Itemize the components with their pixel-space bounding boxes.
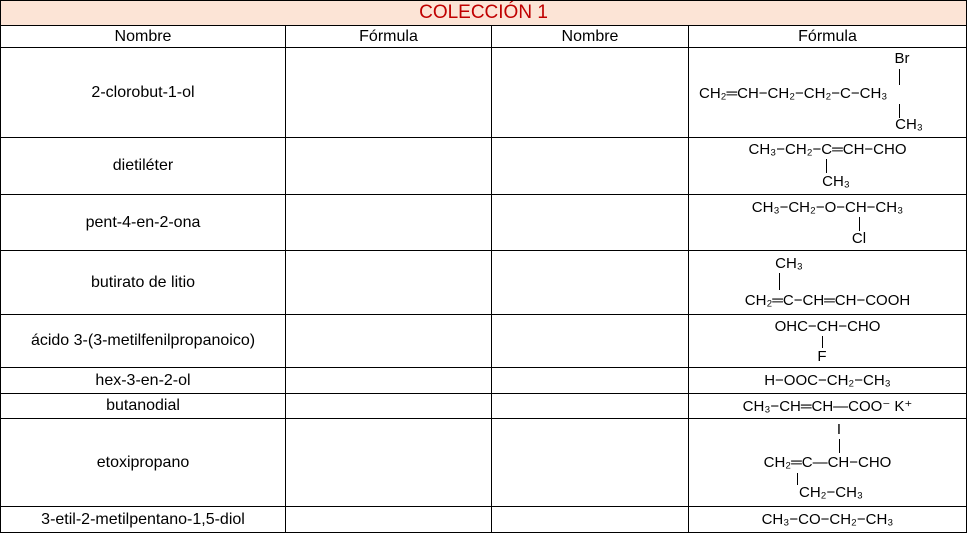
formula-main: CH₃−CH₂−O−CH−CH₃ xyxy=(751,199,904,216)
name-answer-cell[interactable] xyxy=(491,506,689,533)
formula-answer-cell[interactable] xyxy=(285,137,492,195)
header-nombre-2: Nombre xyxy=(491,25,689,48)
formula-cell: OHC−CH−CHO F xyxy=(688,314,967,368)
table-row: butirato de litio CH₃ CH₂═C−CH═CH−COOH xyxy=(0,250,967,315)
header-nombre-1: Nombre xyxy=(0,25,286,48)
formula-cell: CH₃−CO−CH₂−CH₃ xyxy=(688,506,967,533)
formula-main: CH₂═C−CH═CH−COOH xyxy=(744,292,911,309)
header-formula-2: Fórmula xyxy=(688,25,967,48)
bond-line xyxy=(779,273,780,290)
table-row: butanodial CH₃−CH═CH—COO⁻ K⁺ xyxy=(0,393,967,419)
bond-line xyxy=(797,473,798,485)
table-row: ácido 3-(3-metilfenilpropanoico) OHC−CH−… xyxy=(0,314,967,368)
compound-name: hex-3-en-2-ol xyxy=(0,367,286,394)
formula-cell: I CH₂═C—CH−CHO CH₂−CH₃ xyxy=(688,418,967,507)
bond-line xyxy=(822,336,823,348)
bond-line xyxy=(859,217,860,231)
compound-name: butirato de litio xyxy=(0,250,286,315)
formula-cell: CH₃−CH═CH—COO⁻ K⁺ xyxy=(688,393,967,419)
name-answer-cell[interactable] xyxy=(491,393,689,419)
name-answer-cell[interactable] xyxy=(491,47,689,138)
bond-line xyxy=(839,439,840,453)
substituent-bottom: CH₃ xyxy=(895,116,923,133)
compound-name: dietiléter xyxy=(0,137,286,195)
substituent-bottom: CH₃ xyxy=(822,173,850,190)
table-row: pent-4-en-2-ona CH₃−CH₂−O−CH−CH₃ Cl xyxy=(0,194,967,251)
substituent-top: I xyxy=(836,421,842,438)
bond-line xyxy=(899,104,900,118)
compound-name: 3-etil-2-metilpentano-1,5-diol xyxy=(0,506,286,533)
formula-main: CH₃−CH₂−C═CH−CHO xyxy=(748,141,907,158)
table-row: hex-3-en-2-ol H−OOC−CH₂−CH₃ xyxy=(0,367,967,394)
formula-answer-cell[interactable] xyxy=(285,418,492,507)
formula-main: OHC−CH−CHO xyxy=(774,318,881,335)
formula-main: CH₂═CH−CH₂−CH₂−C−CH₃ xyxy=(699,85,888,102)
bond-line xyxy=(899,69,900,85)
formula-answer-cell[interactable] xyxy=(285,367,492,394)
name-answer-cell[interactable] xyxy=(491,418,689,507)
formula-answer-cell[interactable] xyxy=(285,314,492,368)
substituent-bottom: CH₂−CH₃ xyxy=(798,484,864,501)
formula-answer-cell[interactable] xyxy=(285,393,492,419)
formula-answer-cell[interactable] xyxy=(285,47,492,138)
header-formula-1: Fórmula xyxy=(285,25,492,48)
formula-cell: H−OOC−CH₂−CH₃ xyxy=(688,367,967,394)
formula-cell: CH₃−CH₂−C═CH−CHO CH₃ xyxy=(688,137,967,195)
formula-cell: CH₃ CH₂═C−CH═CH−COOH xyxy=(688,250,967,315)
name-answer-cell[interactable] xyxy=(491,250,689,315)
formula-cell: CH₃−CH₂−O−CH−CH₃ Cl xyxy=(688,194,967,251)
bond-line xyxy=(826,159,827,173)
table-row: dietiléter CH₃−CH₂−C═CH−CHO CH₃ xyxy=(0,137,967,195)
table-title: COLECCIÓN 1 xyxy=(0,0,967,26)
table-row: 2-clorobut-1-ol Br CH₂═CH−CH₂−CH₂−C−CH₃ … xyxy=(0,47,967,138)
formula-cell: Br CH₂═CH−CH₂−CH₂−C−CH₃ CH₃ xyxy=(688,47,967,138)
compound-name: pent-4-en-2-ona xyxy=(0,194,286,251)
table-row: 3-etil-2-metilpentano-1,5-diol CH₃−CO−CH… xyxy=(0,506,967,533)
compound-name: etoxipropano xyxy=(0,418,286,507)
formula-main: CH₂═C—CH−CHO xyxy=(763,454,892,471)
substituent-top: CH₃ xyxy=(775,255,803,272)
table-row: etoxipropano I CH₂═C—CH−CHO CH₂−CH₃ xyxy=(0,418,967,507)
formula-answer-cell[interactable] xyxy=(285,250,492,315)
name-answer-cell[interactable] xyxy=(491,194,689,251)
compound-name: ácido 3-(3-metilfenilpropanoico) xyxy=(0,314,286,368)
name-answer-cell[interactable] xyxy=(491,367,689,394)
substituent-bottom: F xyxy=(817,348,827,365)
formula-answer-cell[interactable] xyxy=(285,506,492,533)
substituent-bottom: Cl xyxy=(851,230,867,247)
substituent-top: Br xyxy=(894,50,910,67)
name-answer-cell[interactable] xyxy=(491,137,689,195)
compound-name: butanodial xyxy=(0,393,286,419)
compound-name: 2-clorobut-1-ol xyxy=(0,47,286,138)
name-answer-cell[interactable] xyxy=(491,314,689,368)
formula-answer-cell[interactable] xyxy=(285,194,492,251)
